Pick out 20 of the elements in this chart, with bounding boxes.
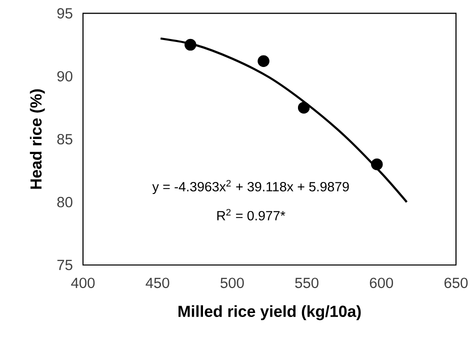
y-tick-label: 75 — [57, 260, 72, 270]
y-tick-label: 80 — [57, 196, 72, 208]
point — [258, 55, 270, 68]
x-tick-label: 500 — [220, 278, 244, 288]
point — [298, 102, 310, 114]
x-tick-label: 400 — [71, 278, 95, 288]
y-tick-label: 95 — [57, 8, 72, 19]
line-series — [160, 37, 408, 204]
annotation: y = -4.3963x$^{2}$ + 39.118x + 5.9879 — [152, 180, 349, 194]
y-tick-label: 85 — [57, 134, 72, 144]
point — [371, 158, 383, 170]
x-axis-title: Milled rice yield (kg/10a) — [178, 305, 361, 320]
y-tick-label: 90 — [57, 71, 72, 82]
point — [184, 38, 196, 51]
x-tick-label: 450 — [146, 278, 170, 288]
y-axis-title: Head rice (%) — [30, 89, 45, 189]
x-tick-label: 650 — [444, 278, 468, 288]
x-tick-label: 600 — [370, 278, 394, 288]
x-tick-label: 550 — [295, 278, 318, 288]
annotation: R$^{2}$ = 0.977* — [217, 208, 286, 220]
